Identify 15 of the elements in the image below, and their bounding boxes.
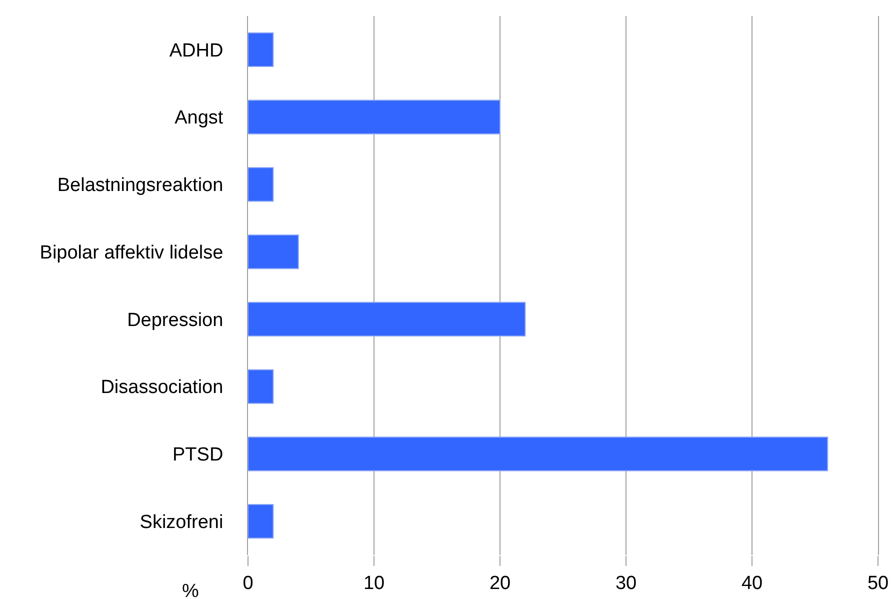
x-axis-title: % bbox=[182, 581, 199, 599]
y-tick-label: Angst bbox=[174, 108, 224, 129]
y-tick-label: Belastningsreaktion bbox=[57, 175, 224, 196]
x-tick-label: 20 bbox=[489, 572, 511, 594]
x-tick-label: 0 bbox=[242, 572, 254, 594]
x-tick-label: 30 bbox=[615, 572, 637, 594]
y-tick-label: PTSD bbox=[172, 444, 224, 466]
y-tick-label: Skizofreni bbox=[140, 512, 224, 533]
x-tick-label: 10 bbox=[363, 572, 385, 594]
x-tick-label: 50 bbox=[867, 572, 889, 594]
y-tick-label: Disassociation bbox=[100, 377, 224, 398]
y-tick-label: ADHD bbox=[169, 40, 224, 62]
y-tick-label: Bipolar affektiv lidelse bbox=[40, 242, 224, 264]
x-tick-label: 40 bbox=[741, 572, 763, 594]
y-tick-label: Depression bbox=[127, 310, 224, 331]
